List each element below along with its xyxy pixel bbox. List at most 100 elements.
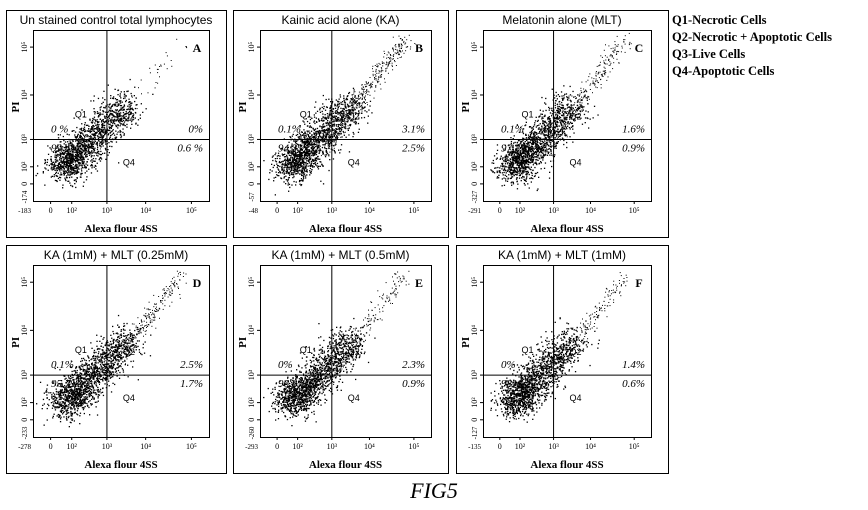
- scatter-point: [102, 120, 104, 123]
- scatter-point: [70, 166, 72, 169]
- scatter-point: [312, 127, 314, 129]
- scatter-point: [315, 160, 318, 162]
- scatter-point: [96, 142, 98, 145]
- scatter-point: [556, 142, 559, 144]
- percent-q4: 2.5%: [402, 142, 425, 154]
- scatter-point: [70, 160, 72, 162]
- scatter-point: [380, 67, 382, 69]
- scatter-point: [122, 106, 124, 109]
- scatter-point: [107, 149, 109, 151]
- scatter-point: [510, 155, 513, 157]
- scatter-point: [347, 116, 349, 119]
- scatter-point: [116, 118, 119, 120]
- scatter-point: [340, 124, 342, 126]
- scatter-point: [105, 158, 107, 160]
- scatter-point: [544, 135, 546, 137]
- scatter-point: [61, 166, 63, 168]
- scatter-point: [528, 173, 530, 176]
- scatter-point: [563, 114, 565, 116]
- scatter-point: [571, 106, 573, 109]
- scatter-point: [299, 183, 301, 185]
- scatter-point: [282, 160, 284, 163]
- scatter-point: [522, 131, 524, 133]
- scatter-point: [324, 147, 326, 150]
- scatter-point: [120, 91, 122, 93]
- scatter-point: [335, 133, 336, 135]
- scatter-point: [365, 81, 367, 83]
- scatter-point: [504, 149, 506, 151]
- scatter-point: [58, 149, 60, 151]
- scatter-point: [83, 141, 85, 144]
- scatter-point: [78, 163, 80, 165]
- scatter-point: [536, 133, 538, 135]
- scatter-point: [537, 149, 539, 151]
- scatter-point: [524, 165, 527, 167]
- scatter-point: [363, 102, 365, 104]
- scatter-point: [63, 153, 65, 155]
- scatter-point: [539, 139, 541, 141]
- scatter-point: [586, 117, 588, 119]
- scatter-point: [129, 113, 131, 116]
- scatter-point: [313, 149, 315, 152]
- scatter-point: [529, 155, 531, 157]
- scatter-point: [501, 172, 504, 174]
- scatter-point: [308, 142, 310, 144]
- scatter-point: [572, 112, 574, 114]
- scatter-point: [91, 165, 94, 167]
- scatter-point: [294, 148, 296, 150]
- scatter-point: [352, 98, 354, 100]
- scatter-point: [537, 135, 539, 138]
- scatter-point: [564, 118, 566, 120]
- scatter-point: [543, 129, 546, 131]
- scatter-point: [529, 142, 532, 144]
- scatter-point: [514, 171, 516, 173]
- scatter-point: [528, 153, 530, 155]
- scatter-point: [300, 154, 302, 156]
- scatter-point: [556, 141, 558, 143]
- scatter-point: [378, 80, 380, 82]
- scatter-point: [521, 167, 523, 169]
- scatter-point: [62, 172, 65, 174]
- scatter-point: [296, 158, 299, 160]
- scatter-point: [281, 167, 283, 169]
- scatter-point: [367, 115, 369, 117]
- scatter-point: [313, 136, 316, 139]
- scatter-point: [115, 101, 117, 104]
- scatter-point: [299, 153, 301, 155]
- scatter-point: [530, 155, 533, 157]
- scatter-point: [299, 144, 301, 146]
- y-tick-label: 10²: [20, 161, 29, 172]
- scatter-point: [309, 143, 311, 145]
- scatter-point: [339, 113, 341, 115]
- scatter-point: [92, 133, 94, 135]
- scatter-point: [362, 86, 364, 88]
- scatter-point: [523, 155, 525, 157]
- scatter-point: [353, 93, 355, 95]
- scatter-point: [400, 38, 402, 40]
- scatter-point: [530, 171, 532, 174]
- scatter-point: [545, 138, 547, 141]
- scatter-point: [102, 137, 104, 139]
- scatter-point: [105, 121, 107, 123]
- scatter-point: [87, 135, 89, 137]
- scatter-point: [317, 146, 319, 148]
- scatter-point: [549, 139, 552, 141]
- scatter-point: [123, 114, 125, 116]
- scatter-point: [519, 163, 521, 166]
- scatter-point: [577, 99, 579, 102]
- scatter-point: [53, 168, 55, 171]
- scatter-point: [58, 176, 61, 178]
- scatter-point: [83, 126, 86, 128]
- scatter-point: [91, 133, 93, 135]
- x-tick-label: 10³: [548, 206, 559, 215]
- scatter-point: [307, 138, 310, 140]
- scatter-point: [297, 155, 299, 157]
- scatter-point: [295, 169, 297, 171]
- scatter-point: [538, 124, 540, 126]
- scatter-point: [295, 164, 297, 167]
- scatter-point: [335, 119, 337, 121]
- scatter-point: [283, 170, 285, 172]
- scatter-point: [337, 126, 339, 127]
- scatter-point: [287, 164, 289, 166]
- scatter-point: [329, 126, 331, 128]
